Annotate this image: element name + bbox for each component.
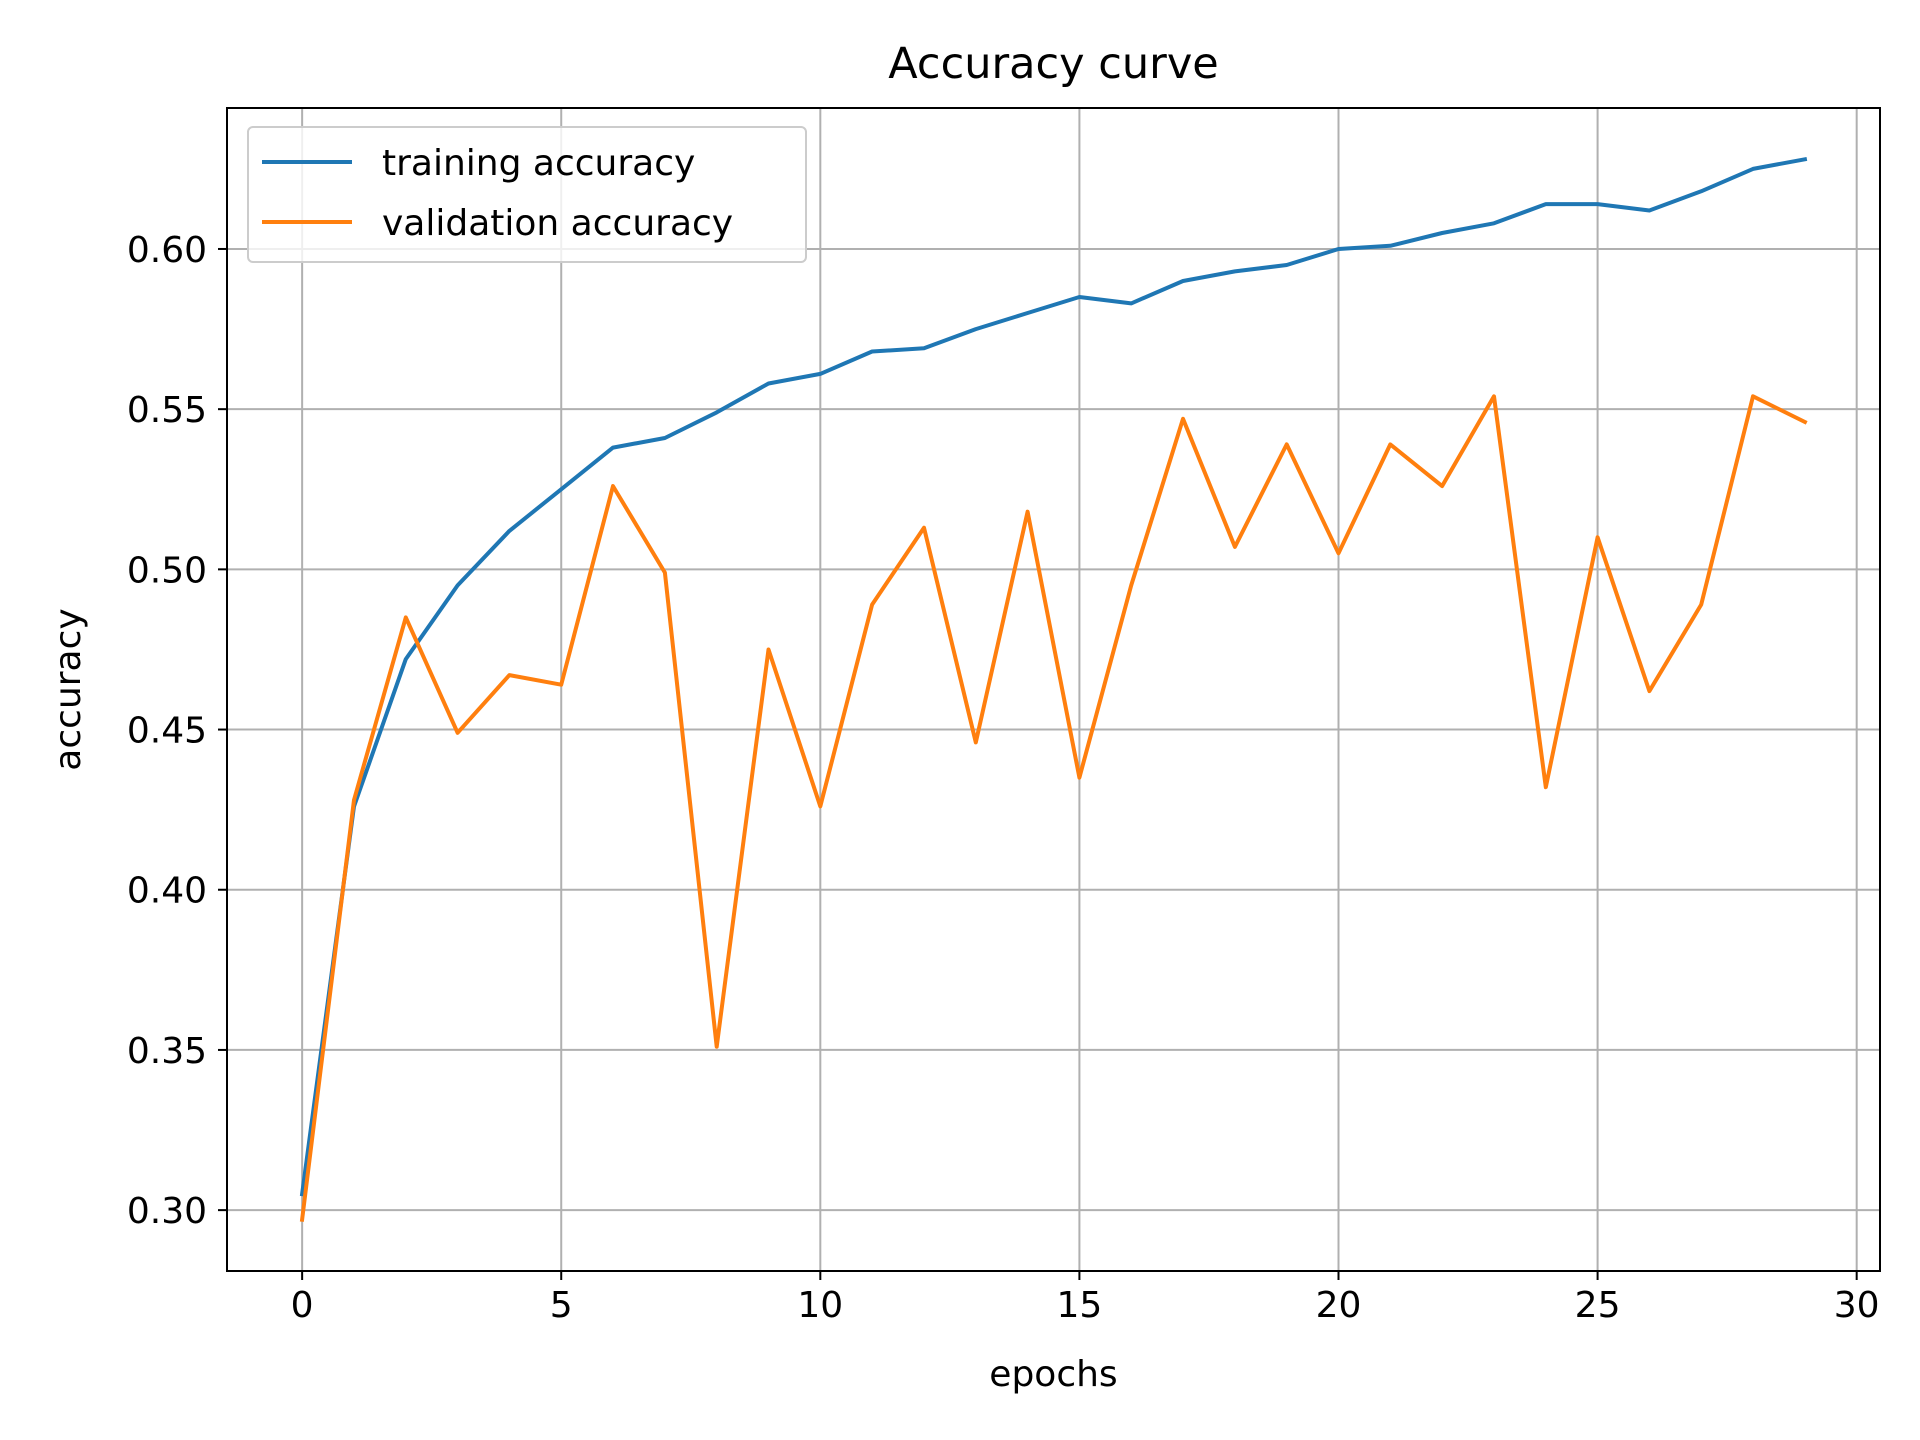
y-tick-label: 0.35 [127, 1031, 207, 1072]
grid-lines [227, 108, 1880, 1271]
x-tick-label: 20 [1316, 1285, 1362, 1326]
legend: training accuracy validation accuracy [247, 126, 807, 263]
y-tick-label: 0.30 [127, 1191, 207, 1232]
plot-area-frame [226, 107, 1881, 1272]
x-tick-label: 25 [1575, 1285, 1621, 1326]
legend-label-training: training accuracy [382, 143, 695, 184]
x-tick-label: 10 [797, 1285, 843, 1326]
training-accuracy-line [299, 156, 1808, 1197]
legend-box [247, 126, 807, 263]
legend-label-validation: validation accuracy [382, 203, 733, 244]
y-tick-label: 0.40 [127, 871, 207, 912]
y-tick-label: 0.60 [127, 230, 207, 271]
x-axis-label: epochs [989, 1354, 1117, 1395]
x-tick-label: 0 [291, 1285, 314, 1326]
chart-title: Accuracy curve [888, 39, 1218, 89]
y-tick-label: 0.45 [127, 711, 207, 752]
x-tick-label: 30 [1834, 1285, 1880, 1326]
y-tick-label: 0.55 [127, 390, 207, 431]
x-tick-label: 5 [550, 1285, 573, 1326]
y-axis-label: accuracy [48, 608, 89, 770]
validation-accuracy-line [299, 394, 1808, 1222]
y-tick-label: 0.50 [127, 550, 207, 591]
series-lines [299, 156, 1808, 1222]
axis-ticks: 0 5 10 15 20 25 30 0.30 0.35 0.40 0.45 0.50 0.55 0.60 [127, 230, 1880, 1326]
x-tick-label: 15 [1057, 1285, 1103, 1326]
